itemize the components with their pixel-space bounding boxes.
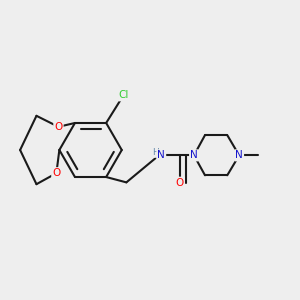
Text: O: O: [52, 168, 61, 178]
Text: N: N: [235, 150, 243, 160]
Text: N: N: [158, 150, 165, 160]
Text: Cl: Cl: [119, 90, 129, 100]
Text: H: H: [152, 148, 159, 157]
Text: O: O: [54, 122, 63, 132]
Text: O: O: [176, 178, 184, 188]
Text: N: N: [190, 150, 198, 160]
